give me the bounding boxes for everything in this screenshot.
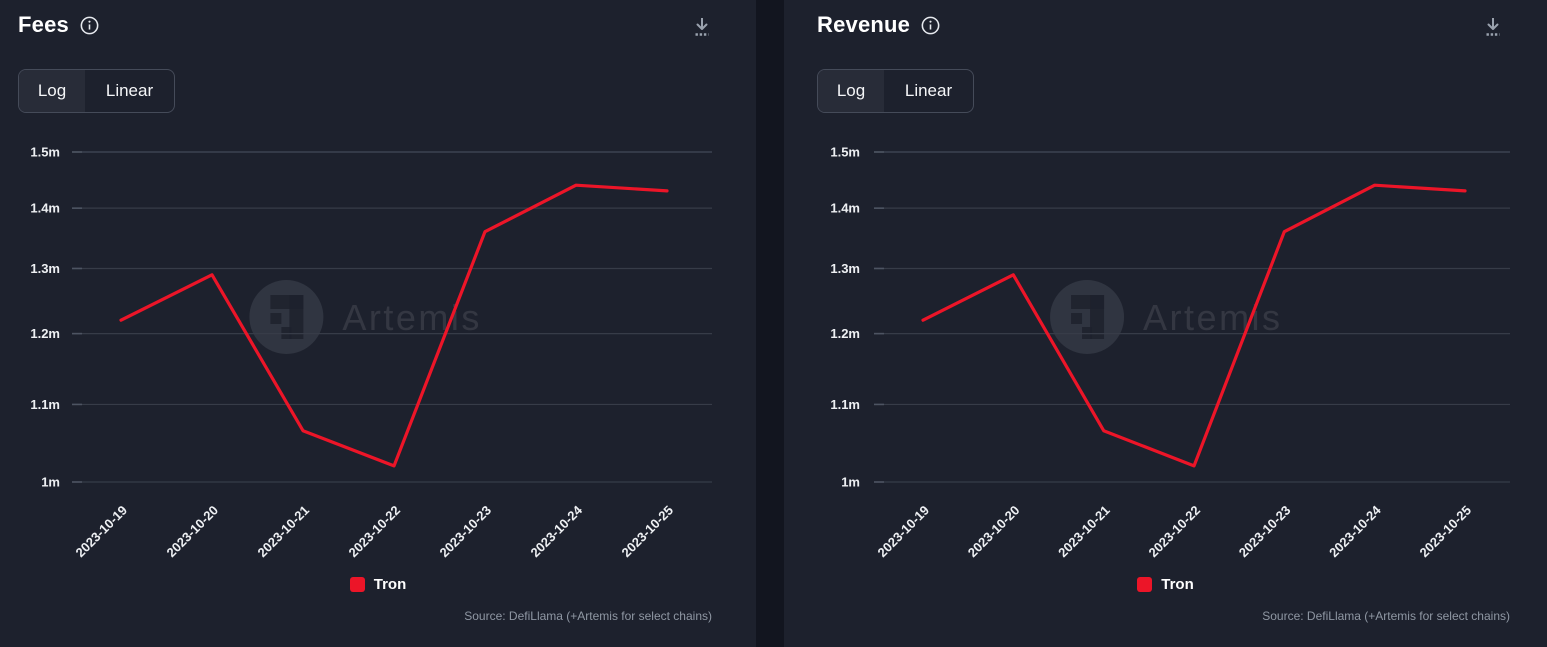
svg-text:1.1m: 1.1m bbox=[830, 397, 860, 412]
svg-text:1.4m: 1.4m bbox=[830, 201, 860, 216]
page-title-revenue: Revenue bbox=[817, 12, 911, 37]
svg-text:2023-10-24: 2023-10-24 bbox=[527, 502, 585, 560]
svg-text:2023-10-23: 2023-10-23 bbox=[1236, 503, 1294, 561]
legend-label-tron: Tron bbox=[373, 576, 407, 593]
svg-text:2023-10-21: 2023-10-21 bbox=[254, 503, 312, 561]
svg-text:2023-10-20: 2023-10-20 bbox=[163, 503, 221, 561]
svg-text:1.2m: 1.2m bbox=[830, 326, 860, 341]
legend[interactable]: Tron bbox=[0, 576, 756, 593]
svg-text:2023-10-21: 2023-10-21 bbox=[1055, 503, 1113, 561]
svg-text:1m: 1m bbox=[841, 475, 860, 490]
svg-text:1.5m: 1.5m bbox=[830, 145, 860, 160]
svg-text:2023-10-24: 2023-10-24 bbox=[1326, 502, 1384, 560]
info-icon[interactable] bbox=[920, 15, 941, 36]
svg-text:Artemis: Artemis bbox=[342, 297, 482, 338]
svg-text:2023-10-22: 2023-10-22 bbox=[345, 503, 403, 561]
svg-text:Artemis: Artemis bbox=[1143, 297, 1283, 338]
svg-text:2023-10-23: 2023-10-23 bbox=[436, 503, 494, 561]
download-icon[interactable] bbox=[690, 15, 714, 41]
page-title-fees: Fees bbox=[18, 12, 69, 37]
svg-text:2023-10-25: 2023-10-25 bbox=[1416, 503, 1474, 561]
info-icon[interactable] bbox=[79, 15, 100, 36]
svg-text:1m: 1m bbox=[41, 475, 60, 490]
source-attribution: Source: DefiLlama (+Artemis for select c… bbox=[464, 609, 712, 623]
source-attribution: Source: DefiLlama (+Artemis for select c… bbox=[1262, 609, 1510, 623]
legend-swatch-tron bbox=[349, 577, 365, 592]
log-toggle-button[interactable]: Log bbox=[19, 70, 85, 112]
svg-text:1.2m: 1.2m bbox=[30, 326, 60, 341]
scale-toggle: Log Linear bbox=[817, 69, 974, 113]
svg-text:2023-10-20: 2023-10-20 bbox=[965, 503, 1023, 561]
download-icon[interactable] bbox=[1481, 15, 1505, 41]
svg-text:1.3m: 1.3m bbox=[830, 261, 860, 276]
legend-swatch-tron bbox=[1137, 577, 1153, 592]
linear-toggle-button[interactable]: Linear bbox=[884, 70, 973, 112]
svg-text:1.3m: 1.3m bbox=[30, 261, 60, 276]
svg-text:2023-10-19: 2023-10-19 bbox=[72, 503, 130, 561]
fees-panel: Fees Log Linear Artemis 1.5m 1.4m 1.3m 1.2m 1… bbox=[0, 0, 756, 647]
fees-chart: Artemis 1.5m 1.4m 1.3m 1.2m 1.1m 1m 2023-10-19 2… bbox=[0, 140, 756, 575]
scale-toggle: Log Linear bbox=[18, 69, 175, 113]
legend-label-tron: Tron bbox=[1161, 576, 1194, 593]
linear-toggle-button[interactable]: Linear bbox=[85, 70, 174, 112]
revenue-chart: Artemis 1.5m 1.4m 1.3m 1.2m 1.1m 1m 2023-10-19 2… bbox=[784, 140, 1547, 575]
svg-text:1.1m: 1.1m bbox=[30, 397, 60, 412]
legend[interactable]: Tron bbox=[784, 576, 1547, 593]
log-toggle-button[interactable]: Log bbox=[818, 70, 884, 112]
svg-text:1.5m: 1.5m bbox=[30, 145, 60, 160]
svg-text:2023-10-22: 2023-10-22 bbox=[1145, 503, 1203, 561]
fees-panel-header: Fees bbox=[18, 12, 100, 38]
revenue-panel: Revenue Log Linear Artemis 1.5m 1.4m 1.3m 1.… bbox=[784, 0, 1547, 647]
svg-text:1.4m: 1.4m bbox=[30, 201, 60, 216]
svg-text:2023-10-25: 2023-10-25 bbox=[618, 503, 676, 561]
svg-text:2023-10-19: 2023-10-19 bbox=[874, 503, 932, 561]
revenue-panel-header: Revenue bbox=[817, 12, 941, 38]
